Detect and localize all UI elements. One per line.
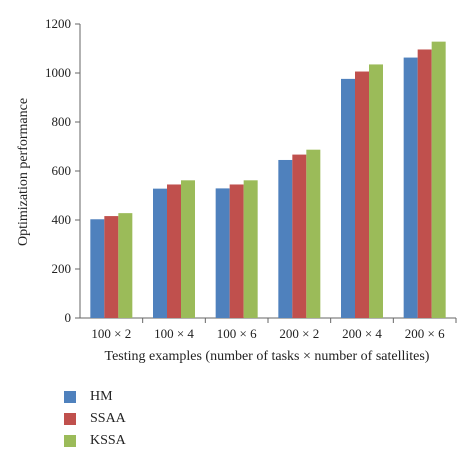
bar-hm xyxy=(215,188,230,318)
x-tick-label: 100 × 2 xyxy=(91,326,131,341)
bar-hm xyxy=(153,188,167,318)
bar-hm xyxy=(341,78,355,318)
bar-ssaa xyxy=(229,184,244,318)
x-axis: 100 × 2 100 × 4 100 × 6 200 × 2 200 × 4 200 ×… xyxy=(80,317,457,341)
legend-item-kssa: KSSA xyxy=(64,430,126,452)
bar-ssaa xyxy=(292,154,307,318)
y-tick-label: 1000 xyxy=(45,65,71,80)
legend-item-hm: HM xyxy=(64,386,126,408)
bar-hm xyxy=(278,159,293,318)
legend-swatch-hm xyxy=(64,391,76,403)
x-tick-label: 200 × 4 xyxy=(342,326,382,341)
legend-swatch-kssa xyxy=(64,435,76,447)
bar-hm xyxy=(90,219,105,318)
legend-label-ssaa: SSAA xyxy=(90,411,126,426)
bar-ssaa xyxy=(104,216,119,318)
legend-swatch-ssaa xyxy=(64,413,76,425)
bar-kssa xyxy=(431,41,446,318)
x-tick-label: 100 × 4 xyxy=(154,326,194,341)
legend: HM SSAA KSSA xyxy=(64,386,126,452)
y-tick-label: 600 xyxy=(52,163,72,178)
bars xyxy=(90,41,446,318)
x-tick-label: 100 × 6 xyxy=(217,326,257,341)
x-axis-title: Testing examples (number of tasks × numb… xyxy=(105,349,430,364)
y-tick-label: 200 xyxy=(52,261,72,276)
bar-kssa xyxy=(118,213,133,318)
bar-ssaa xyxy=(167,184,181,318)
bar-kssa xyxy=(181,180,195,318)
y-axis-title: Optimization performance xyxy=(16,98,31,246)
bar-ssaa xyxy=(417,49,432,318)
y-tick-label: 400 xyxy=(52,212,72,227)
y-axis: 0 200 400 600 800 1000 1200 xyxy=(45,16,81,325)
legend-label-kssa: KSSA xyxy=(90,433,126,448)
y-tick-label: 800 xyxy=(52,114,72,129)
y-tick-label: 1200 xyxy=(45,16,71,31)
y-tick-label: 0 xyxy=(65,310,72,325)
bar-ssaa xyxy=(355,71,369,318)
x-tick-label: 200 × 6 xyxy=(405,326,445,341)
legend-label-hm: HM xyxy=(90,389,113,404)
x-tick-label: 200 × 2 xyxy=(279,326,319,341)
bar-kssa xyxy=(306,149,321,318)
bar-kssa xyxy=(243,180,258,318)
bar-hm xyxy=(403,57,418,318)
bar-kssa xyxy=(369,64,383,318)
legend-item-ssaa: SSAA xyxy=(64,408,126,430)
